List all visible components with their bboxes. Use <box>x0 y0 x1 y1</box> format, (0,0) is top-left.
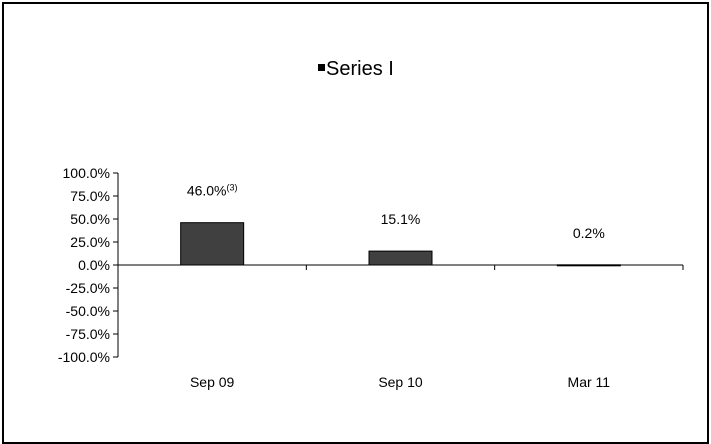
category-label: Sep 10 <box>378 374 423 390</box>
data-label: 46.0%(3) <box>187 183 238 199</box>
bar-series <box>180 222 621 267</box>
legend-label-series-i: Series I <box>326 58 394 80</box>
category-label: Mar 11 <box>568 374 611 390</box>
data-label: 15.1% <box>381 211 421 227</box>
y-tick-label: 25.0% <box>70 234 110 250</box>
chart-legend: Series I <box>318 58 394 80</box>
y-tick-label: -25.0% <box>66 280 110 296</box>
bar <box>180 222 245 266</box>
bar <box>368 250 433 266</box>
y-tick-label: -100.0% <box>58 349 110 365</box>
y-tick-label: 75.0% <box>70 188 110 204</box>
category-label: Sep 09 <box>190 374 235 390</box>
legend-swatch-series-i <box>318 64 325 71</box>
y-tick-label: 0.0% <box>78 257 110 273</box>
data-labels: 46.0%(3) 15.1% 0.2% <box>187 183 605 241</box>
y-axis-ticks: 100.0% 75.0% 50.0% 25.0% 0.0% -25.0% -50.0% -75… <box>58 165 118 365</box>
y-tick-label: -50.0% <box>66 303 110 319</box>
y-tick-label: 100.0% <box>63 165 110 181</box>
category-labels: Sep 09 Sep 10 Mar 11 <box>190 374 610 390</box>
y-tick-label: 50.0% <box>70 211 110 227</box>
data-label: 0.2% <box>573 225 605 241</box>
bar <box>556 264 621 267</box>
y-tick-label: -75.0% <box>66 326 110 342</box>
